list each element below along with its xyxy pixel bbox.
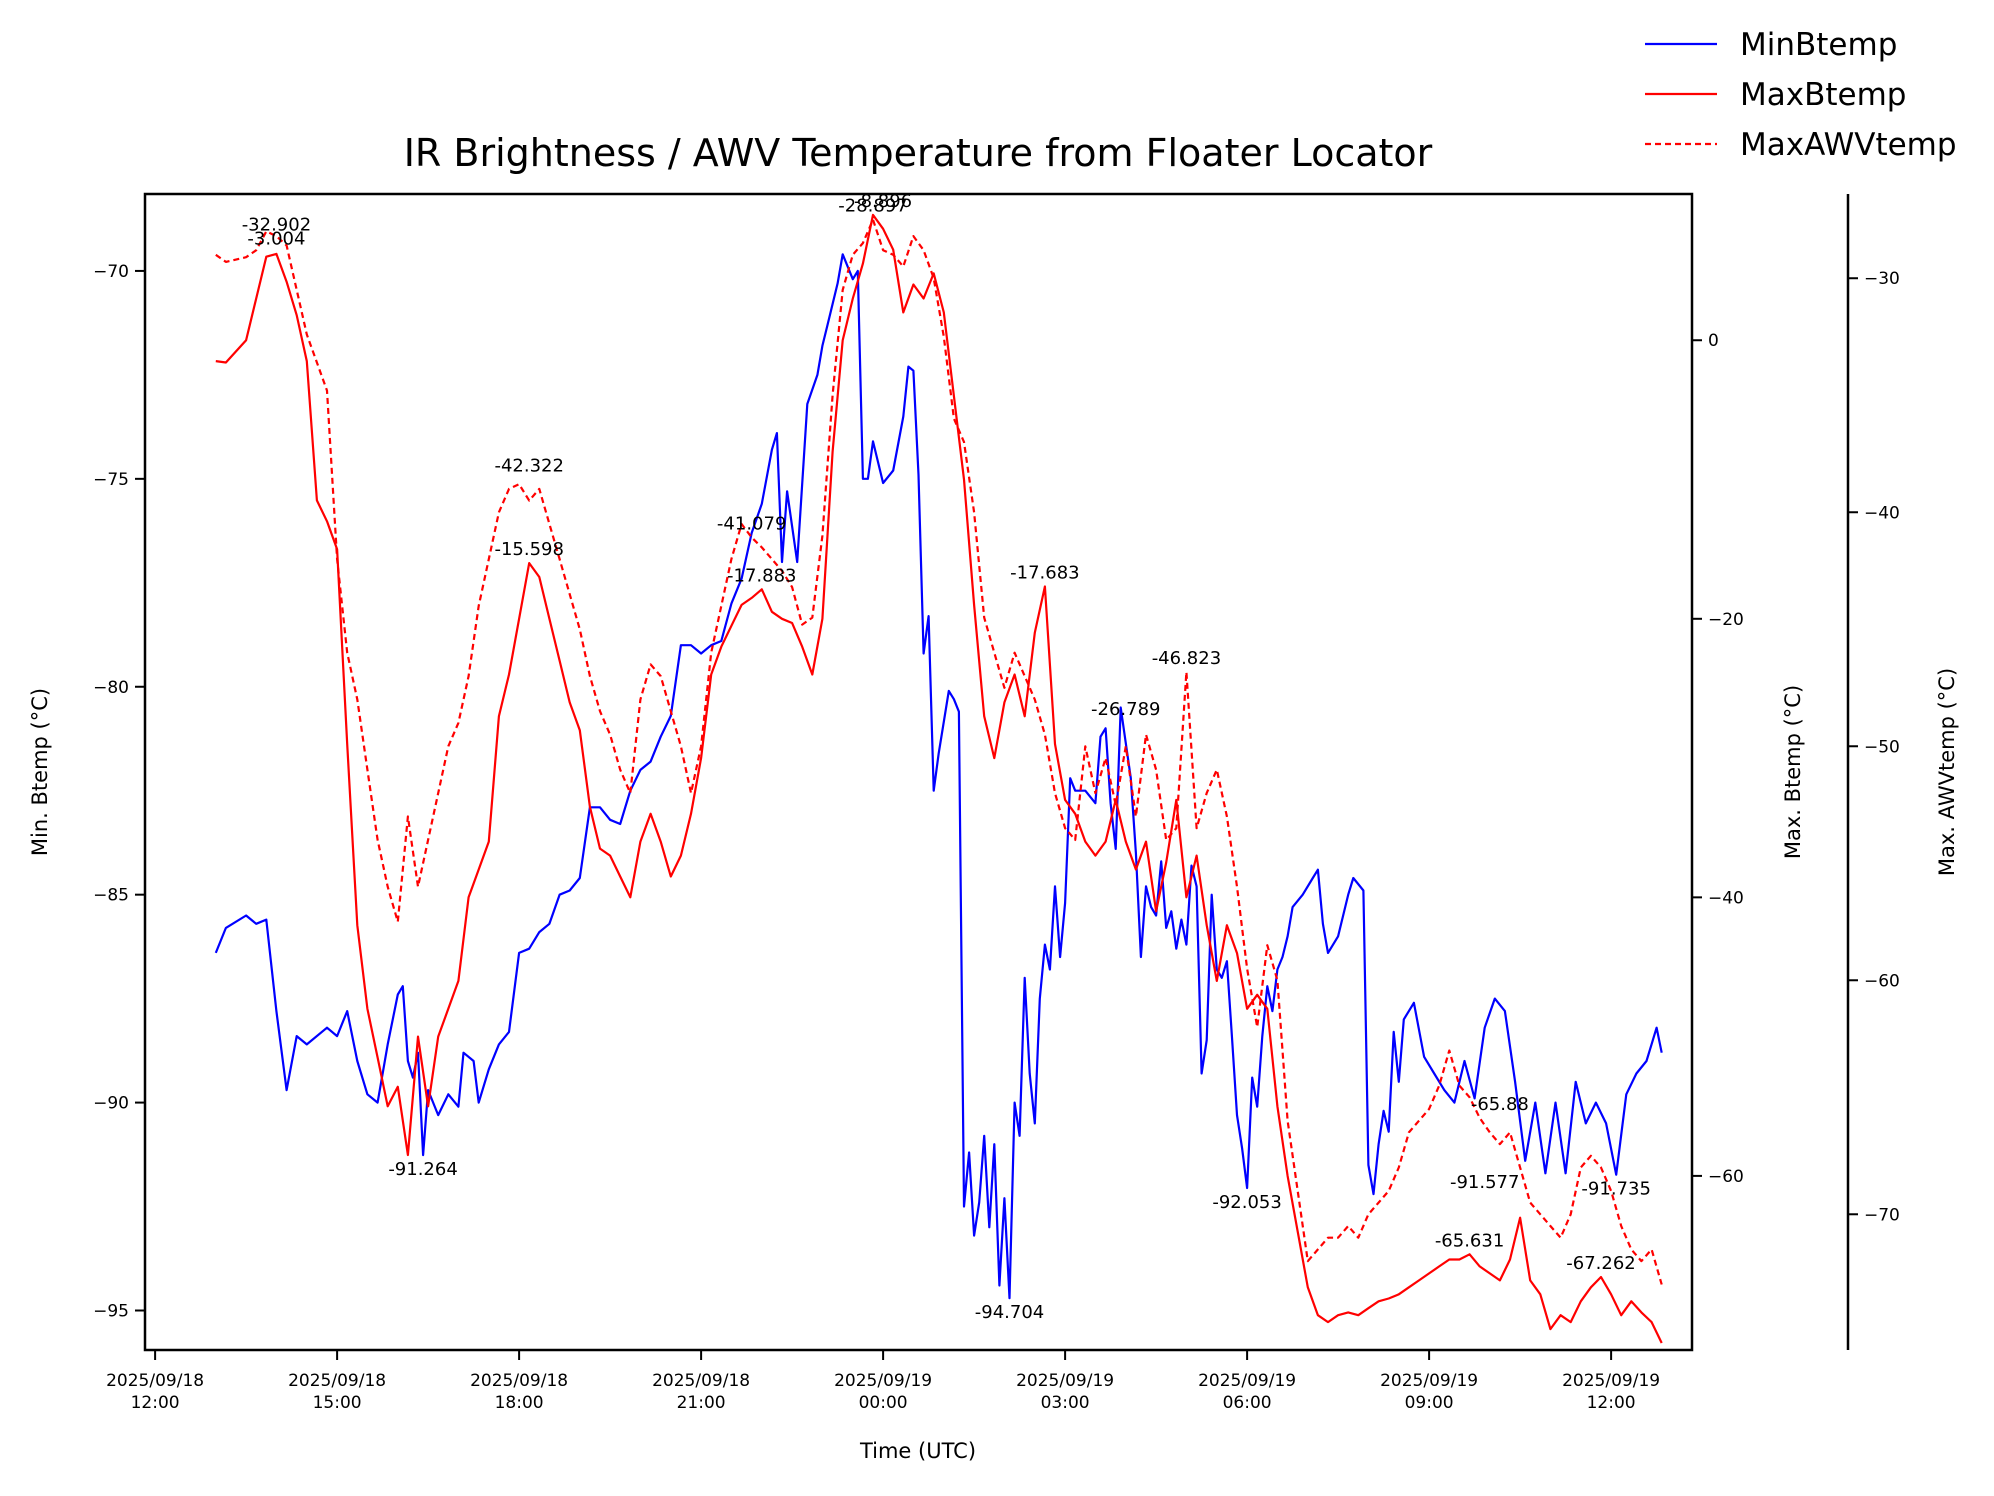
y-axis-right2-label: Max. AWVtemp (°C) (1935, 668, 1959, 876)
y-left-tick-label: −95 (93, 1301, 129, 1321)
y-right-tick-label: 0 (1708, 331, 1719, 351)
legend-label-minbtemp: MinBtemp (1740, 27, 1897, 63)
y-left-tick-label: −70 (93, 262, 129, 282)
y-right2-tick-label: −60 (1864, 971, 1900, 991)
y-right2-tick-label: −70 (1864, 1205, 1900, 1225)
data-label: -17.883 (727, 565, 796, 586)
x-tick-label: 2025/09/18 12:00 (106, 1371, 204, 1413)
x-tick-label: 2025/09/19 03:00 (1016, 1371, 1114, 1413)
x-tick-label: 2025/09/18 21:00 (652, 1371, 750, 1413)
y-left-tick-label: −80 (93, 678, 129, 698)
axes-frame (143, 192, 1694, 1352)
data-label: -91.264 (388, 1159, 457, 1180)
y-left-tick-label: −85 (93, 886, 129, 906)
y-right2-tick-label: −30 (1864, 269, 1900, 289)
y-right-tick-label: −40 (1708, 888, 1744, 908)
y-left-tick-label: −90 (93, 1094, 129, 1114)
annotations: -32.902-3.004 -91.264 -42.322 -15.598 -41.07… (242, 191, 1651, 1323)
data-label: -28.897 (838, 196, 907, 217)
y-axis-left-label: Min. Btemp (°C) (28, 688, 52, 856)
legend: MinBtemp MaxBtemp MaxAWVtemp (1645, 27, 1957, 163)
data-label: -15.598 (494, 539, 563, 560)
x-tick-label: 2025/09/18 15:00 (288, 1371, 386, 1413)
x-tick-label: 2025/09/19 00:00 (834, 1371, 932, 1413)
y-axis-left: −70 −75 −80 −85 −90 −95 (93, 262, 145, 1321)
data-label: -3.004 (247, 228, 305, 249)
y-right-tick-label: −20 (1708, 610, 1744, 630)
y-axis-right: 0 −20 −40 −60 (1692, 331, 1744, 1187)
data-label: -42.322 (494, 455, 563, 476)
data-label: -94.704 (975, 1302, 1044, 1323)
data-label: -67.262 (1566, 1253, 1635, 1274)
data-label: -26.789 (1091, 699, 1160, 720)
series-line-maxbtemp (215, 213, 1663, 1344)
data-label: -92.053 (1212, 1192, 1281, 1213)
y-right-tick-label: −60 (1708, 1167, 1744, 1187)
x-tick-label: 2025/09/18 18:00 (470, 1371, 568, 1413)
data-label: -65.631 (1435, 1230, 1504, 1251)
chart-title: IR Brightness / AWV Temperature from Flo… (404, 131, 1433, 175)
data-label: -17.683 (1010, 563, 1079, 584)
y-axis-right2: −30 −40 −50 −60 −70 (1848, 269, 1900, 1225)
data-label: -91.577 (1450, 1172, 1519, 1193)
data-label: -65.88 (1471, 1094, 1529, 1115)
data-label: -8.896 (854, 191, 912, 212)
legend-label-maxbtemp: MaxBtemp (1740, 77, 1906, 113)
series-line-minbtemp (214, 253, 1663, 1300)
y-left-tick-label: −75 (93, 470, 129, 490)
y-axis-right-label: Max. Btemp (°C) (1781, 685, 1805, 859)
x-tick-label: 2025/09/19 12:00 (1562, 1371, 1660, 1413)
series-line-maxawvtemp (215, 218, 1663, 1285)
x-axis-label: Time (UTC) (859, 1439, 976, 1463)
plot-area (214, 213, 1663, 1344)
x-tick-label: 2025/09/19 06:00 (1198, 1371, 1296, 1413)
data-label: -32.902 (242, 214, 311, 235)
x-axis: 2025/09/18 12:00 2025/09/18 15:00 2025/09/18… (106, 1350, 1660, 1413)
x-tick-label: 2025/09/19 09:00 (1380, 1371, 1478, 1413)
data-label: -41.079 (717, 514, 786, 535)
legend-label-maxawvtemp: MaxAWVtemp (1740, 127, 1957, 163)
data-label: -91.735 (1581, 1179, 1650, 1200)
y-right2-tick-label: −50 (1864, 737, 1900, 757)
y-right2-tick-label: −40 (1864, 503, 1900, 523)
data-label: -46.823 (1152, 648, 1221, 669)
